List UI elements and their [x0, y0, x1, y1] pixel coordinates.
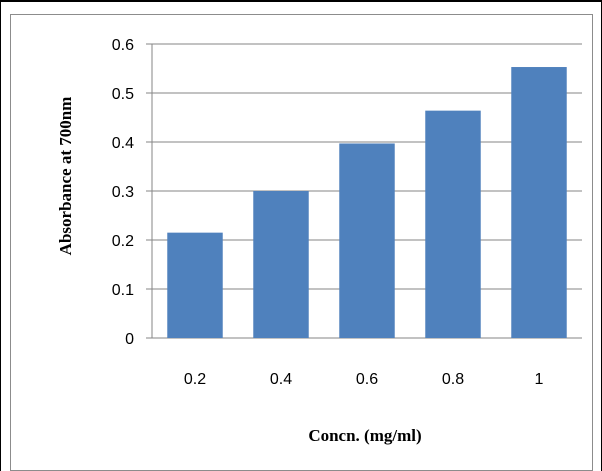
x-tick-label: 0.8: [442, 371, 464, 388]
y-tick-label: 0.1: [112, 282, 134, 299]
bar-0.4: [253, 191, 309, 338]
y-tick-labels: 0 0.1 0.2 0.3 0.4 0.5 0.6: [112, 37, 134, 348]
x-tick-label: 0.6: [356, 371, 378, 388]
y-tick-label: 0.6: [112, 37, 134, 54]
y-axis-title: Absorbance at 700nm: [56, 97, 75, 256]
x-tick-labels: 0.2 0.4 0.6 0.8 1: [184, 371, 544, 388]
bar-0.6: [339, 143, 395, 338]
bars: [167, 67, 567, 338]
x-tick-label: 1: [535, 371, 544, 388]
x-axis-title: Concn. (mg/ml): [308, 426, 421, 445]
x-tick-label: 0.2: [184, 371, 206, 388]
y-tick-label: 0.4: [112, 135, 134, 152]
bar-0.2: [167, 232, 223, 338]
y-tick-label: 0: [125, 331, 134, 348]
y-tick-label: 0.2: [112, 233, 134, 250]
y-tick-label: 0.3: [112, 184, 134, 201]
y-tick-label: 0.5: [112, 86, 134, 103]
x-tick-label: 0.4: [270, 371, 292, 388]
bar-1: [511, 67, 567, 338]
bar-0.8: [425, 110, 481, 338]
